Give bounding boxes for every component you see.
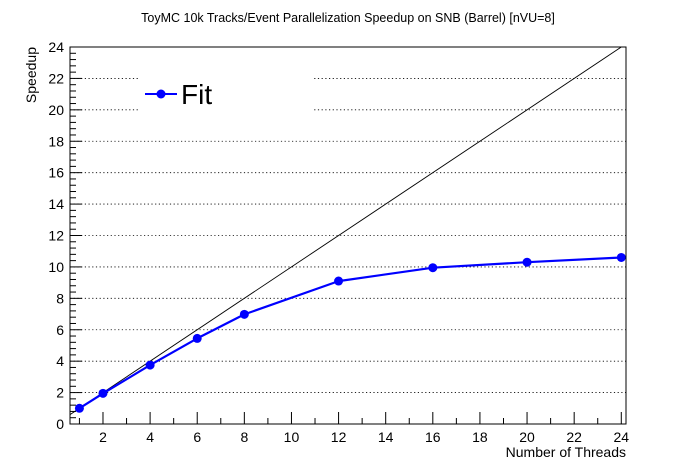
- data-point-fit: [522, 257, 532, 267]
- y-tick-label: 20: [48, 102, 64, 118]
- y-tick-label: 24: [48, 39, 64, 55]
- x-tick-label: 18: [472, 429, 488, 445]
- y-tick-label: 0: [56, 416, 64, 432]
- legend-label-fit: Fit: [181, 79, 212, 110]
- x-axis-title: Number of Threads: [506, 444, 626, 460]
- x-axis-ticks: 2 4 6 8 10 12 14 16 18 20 22 24: [78, 412, 629, 445]
- y-tick-label: 22: [48, 70, 64, 86]
- data-point-fit: [616, 252, 626, 262]
- reference-line: [69, 46, 622, 415]
- y-tick-label: 6: [56, 322, 64, 338]
- y-tick-label: 16: [48, 165, 64, 181]
- y-axis-title: Speedup: [23, 47, 39, 103]
- legend-marker-swatch: [156, 89, 166, 99]
- x-tick-label: 10: [284, 429, 300, 445]
- legend: Fit: [138, 72, 314, 112]
- data-point-fit: [334, 276, 344, 286]
- x-tick-label: 14: [378, 429, 394, 445]
- y-tick-label: 8: [56, 290, 64, 306]
- data-point-fit: [145, 360, 155, 370]
- x-tick-label: 8: [240, 429, 248, 445]
- y-tick-label: 10: [48, 259, 64, 275]
- x-tick-label: 20: [519, 429, 535, 445]
- y-tick-label: 14: [48, 196, 64, 212]
- x-tick-label: 16: [425, 429, 441, 445]
- y-tick-label: 4: [56, 353, 64, 369]
- y-tick-label: 2: [56, 385, 64, 401]
- x-tick-label: 12: [331, 429, 347, 445]
- x-tick-label: 22: [566, 429, 582, 445]
- data-point-fit: [192, 333, 202, 343]
- legend-box: [138, 72, 314, 112]
- x-tick-label: 2: [99, 429, 107, 445]
- x-tick-label: 4: [146, 429, 154, 445]
- y-tick-label: 18: [48, 133, 64, 149]
- x-tick-label: 6: [193, 429, 201, 445]
- series-layer: [74, 252, 626, 413]
- data-point-fit: [428, 263, 438, 273]
- data-point-fit: [239, 309, 249, 319]
- x-tick-label: 24: [613, 429, 629, 445]
- y-tick-label: 12: [48, 228, 64, 244]
- data-point-fit: [74, 403, 84, 413]
- data-point-fit: [98, 388, 108, 398]
- chart-title: ToyMC 10k Tracks/Event Parallelization S…: [141, 11, 555, 25]
- ideal-speedup-line: [69, 46, 622, 415]
